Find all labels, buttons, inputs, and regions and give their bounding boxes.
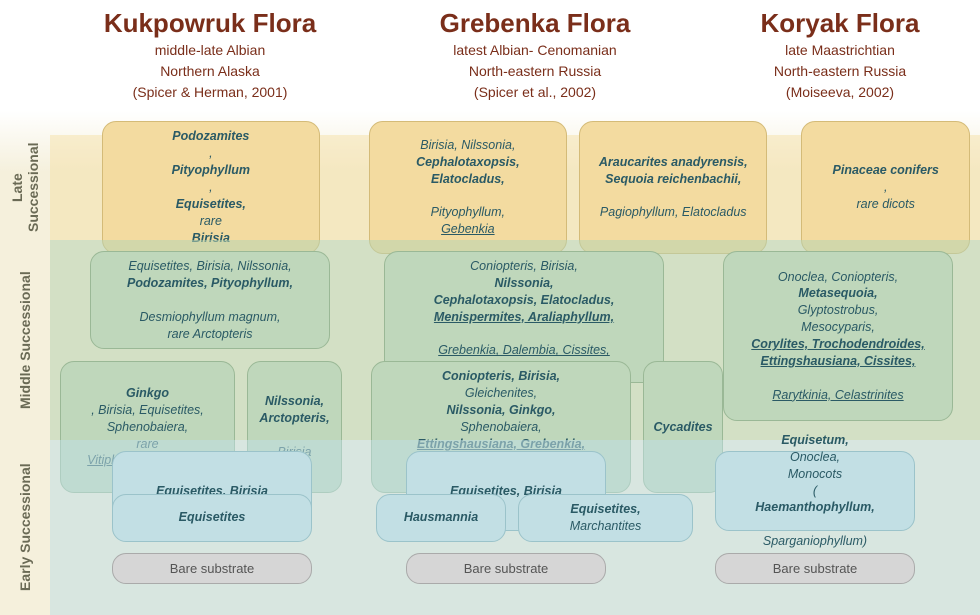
early-kukpowruk-b-box: Equisetites: [112, 494, 312, 542]
flora-age: late Maastrichtian: [700, 41, 980, 60]
early-grebenka-b2-box: Equisetites, Marchantites: [518, 494, 693, 542]
early-grebenka-b1-box: Hausmannia: [376, 494, 506, 542]
flora-title: Grebenka Flora: [370, 8, 700, 39]
flora-locality: Northern Alaska: [50, 62, 370, 81]
bare-substrate-box: Bare substrate: [112, 553, 312, 585]
early-band: Equisetites, Birisia Equisetites, Birisi…: [50, 440, 980, 615]
stages-container: Podozamites, Pityophyllum,Equisetites, r…: [50, 135, 980, 615]
middle-band: Equisetites, Birisia, Nilssonia,Podozami…: [50, 240, 980, 440]
late-grebenka-box-a: Birisia, Nilssonia,Cephalotaxopsis, Elat…: [369, 121, 567, 253]
flora-citation: (Moiseeva, 2002): [700, 83, 980, 102]
flora-header-koryak: Koryak Flora late Maastrichtian North-ea…: [700, 8, 980, 102]
flora-age: middle-late Albian: [50, 41, 370, 60]
stage-labels: Late Successional Middle Successional Ea…: [0, 0, 50, 615]
flora-citation: (Spicer et al., 2002): [370, 83, 700, 102]
flora-locality: North-eastern Russia: [700, 62, 980, 81]
late-band: Podozamites, Pityophyllum,Equisetites, r…: [50, 135, 980, 240]
flora-citation: (Spicer & Herman, 2001): [50, 83, 370, 102]
late-grebenka-box-b: Araucarites anadyrensis,Sequoia reichenb…: [579, 121, 767, 253]
bare-substrate-box: Bare substrate: [406, 553, 606, 585]
stage-label-early: Early Successional: [0, 440, 50, 615]
flora-title: Kukpowruk Flora: [50, 8, 370, 39]
stage-label-late: Late Successional: [0, 135, 50, 240]
flora-header-grebenka: Grebenka Flora latest Albian- Cenomanian…: [370, 8, 700, 102]
mid-kukpowruk-top-box: Equisetites, Birisia, Nilssonia,Podozami…: [90, 251, 330, 349]
flora-title: Koryak Flora: [700, 8, 980, 39]
flora-age: latest Albian- Cenomanian: [370, 41, 700, 60]
stage-label-middle: Middle Successional: [0, 240, 50, 440]
late-kukpowruk-box: Podozamites, Pityophyllum,Equisetites, r…: [102, 121, 320, 253]
bare-substrate-box: Bare substrate: [715, 553, 915, 585]
flora-header-kukpowruk: Kukpowruk Flora middle-late Albian North…: [50, 8, 370, 102]
late-koryak-box: Pinaceae conifers,rare dicots: [801, 121, 970, 253]
header-row: Kukpowruk Flora middle-late Albian North…: [0, 0, 980, 106]
flora-locality: North-eastern Russia: [370, 62, 700, 81]
